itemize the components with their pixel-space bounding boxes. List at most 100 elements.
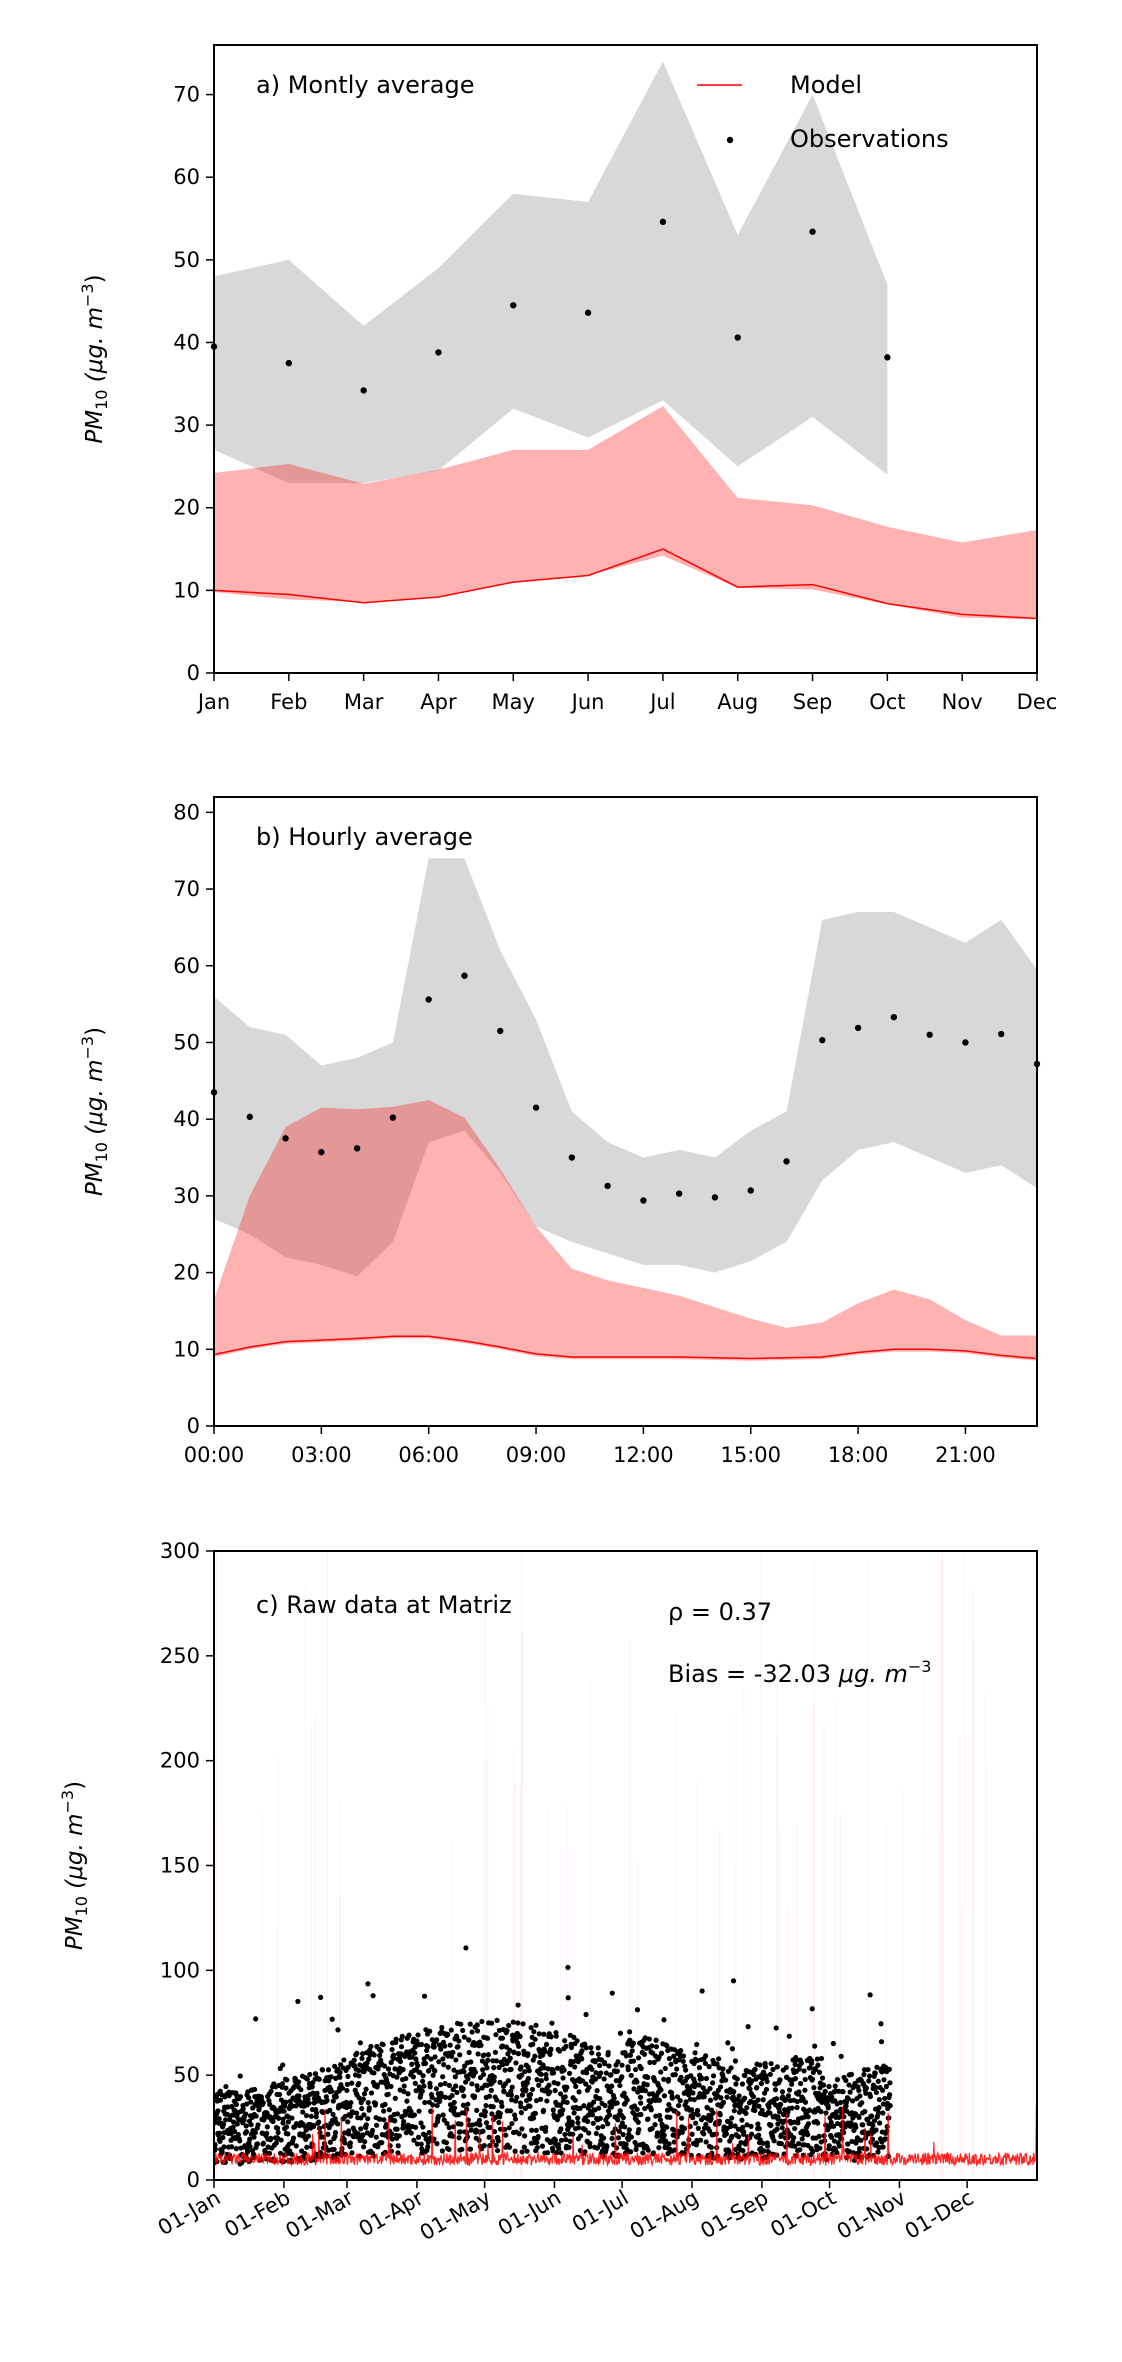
- c-obs-point: [774, 2126, 780, 2132]
- c-obs-point: [582, 2127, 588, 2133]
- c-obs-point: [448, 2027, 454, 2033]
- c-obs-point: [760, 2140, 766, 2146]
- a-obs-point: [360, 387, 367, 394]
- c-obs-point: [382, 2101, 388, 2107]
- c-obs-point: [603, 2070, 609, 2076]
- c-obs-point: [475, 2087, 481, 2093]
- c-obs-point: [330, 2098, 336, 2104]
- c-obs-point: [828, 2119, 834, 2125]
- c-obs-point: [374, 2082, 381, 2088]
- c-obs-point: [626, 2127, 632, 2133]
- c-obs-point: [587, 2144, 593, 2150]
- c-obs-point: [440, 2056, 446, 2062]
- c-obs-point: [427, 2028, 433, 2034]
- c-obs-point: [278, 2137, 284, 2143]
- c-obs-point: [747, 2086, 753, 2092]
- c-obs-point: [865, 2067, 871, 2073]
- c-obs-point: [594, 2088, 600, 2094]
- c-obs-point: [253, 2016, 259, 2022]
- c-obs-point: [857, 2093, 863, 2099]
- c-obs-point: [450, 2049, 456, 2056]
- c-obs-point: [415, 2032, 421, 2038]
- c-obs-point: [421, 2083, 427, 2089]
- c-obs-point: [408, 2130, 414, 2136]
- c-obs-point: [416, 2108, 422, 2114]
- c-obs-point: [614, 2068, 621, 2074]
- c-obs-point: [861, 2071, 867, 2078]
- c-obs-point: [308, 2113, 315, 2119]
- b-axes-frame-top: [213, 796, 1038, 1427]
- c-obs-point: [645, 2116, 651, 2122]
- c-obs-point: [476, 2117, 483, 2123]
- c-obs-point: [574, 2038, 580, 2044]
- c-obs-point: [420, 2078, 426, 2084]
- c-obs-point: [374, 2122, 380, 2128]
- c-obs-point: [669, 2095, 675, 2101]
- c-obs-point: [394, 2111, 401, 2117]
- c-obs-point: [783, 2097, 789, 2103]
- c-obs-point: [576, 2089, 582, 2095]
- b-obs-point: [747, 1187, 754, 1194]
- c-axes-frame-top: [213, 1550, 1038, 2181]
- c-obs-point: [516, 2131, 522, 2137]
- c-xtick-label: 01-Nov: [833, 2186, 910, 2244]
- c-obs-point: [875, 2149, 881, 2155]
- c-obs-point: [624, 2097, 630, 2103]
- c-obs-point: [498, 2099, 504, 2105]
- c-obs-point: [430, 2102, 436, 2108]
- c-obs-point: [619, 2062, 625, 2068]
- c-obs-point: [491, 2065, 497, 2071]
- c-obs-point: [500, 2062, 506, 2068]
- c-obs-point: [296, 2079, 302, 2085]
- c-obs-point: [702, 2060, 708, 2066]
- c-obs-point: [244, 2149, 251, 2155]
- c-obs-point: [508, 2066, 514, 2072]
- c-obs-point: [589, 2112, 596, 2118]
- c-obs-point: [230, 2124, 236, 2130]
- c-obs-point: [527, 2103, 533, 2109]
- c-obs-point: [597, 2096, 603, 2102]
- b-obs-point: [675, 1190, 683, 1197]
- c-obs-point: [550, 2070, 557, 2076]
- a-xtick-label: May: [492, 690, 535, 714]
- a-obs-point: [510, 302, 517, 309]
- c-obs-point: [729, 2133, 735, 2139]
- c-obs-point: [882, 2095, 888, 2102]
- b-obs-point: [532, 1104, 540, 1111]
- c-obs-point: [457, 2129, 463, 2135]
- c-obs-point: [628, 2149, 634, 2155]
- c-obs-point: [494, 2147, 501, 2154]
- c-obs-point: [409, 2061, 415, 2067]
- a-xtick-label: Mar: [344, 690, 384, 714]
- c-obs-point: [706, 2064, 712, 2070]
- c-obs-point: [620, 2115, 626, 2121]
- c-ytick-label: 50: [173, 2063, 200, 2087]
- c-obs-point: [642, 2105, 648, 2112]
- c-obs-point: [532, 2036, 538, 2042]
- c-obs-point: [461, 2034, 467, 2040]
- c-obs-point: [634, 2106, 640, 2112]
- c-obs-point: [422, 2099, 428, 2106]
- a-xtick-label: Jun: [570, 690, 605, 714]
- c-obs-point: [749, 2078, 755, 2084]
- c-obs-point: [632, 2066, 639, 2073]
- c-obs-point: [774, 2064, 780, 2070]
- c-obs-point: [680, 2058, 686, 2064]
- c-obs-point: [404, 2098, 410, 2104]
- c-obs-point: [563, 2043, 569, 2049]
- c-obs-point: [510, 2019, 516, 2025]
- c-obs-point: [593, 2070, 599, 2076]
- c-obs-point: [314, 2090, 320, 2096]
- c-obs-point: [731, 2108, 737, 2114]
- c-xtick-label: 01-Jun: [494, 2186, 565, 2241]
- c-obs-point: [590, 2120, 596, 2126]
- c-obs-point: [519, 2149, 525, 2155]
- c-obs-point: [378, 2048, 384, 2054]
- c-obs-point: [437, 2082, 444, 2088]
- c-obs-point: [285, 2119, 292, 2125]
- c-axes-frame: [213, 1550, 1038, 2181]
- c-obs-point: [337, 2069, 343, 2076]
- c-obs-point: [725, 2040, 731, 2046]
- c-obs-point: [506, 2144, 513, 2150]
- c-obs-point: [703, 2053, 709, 2059]
